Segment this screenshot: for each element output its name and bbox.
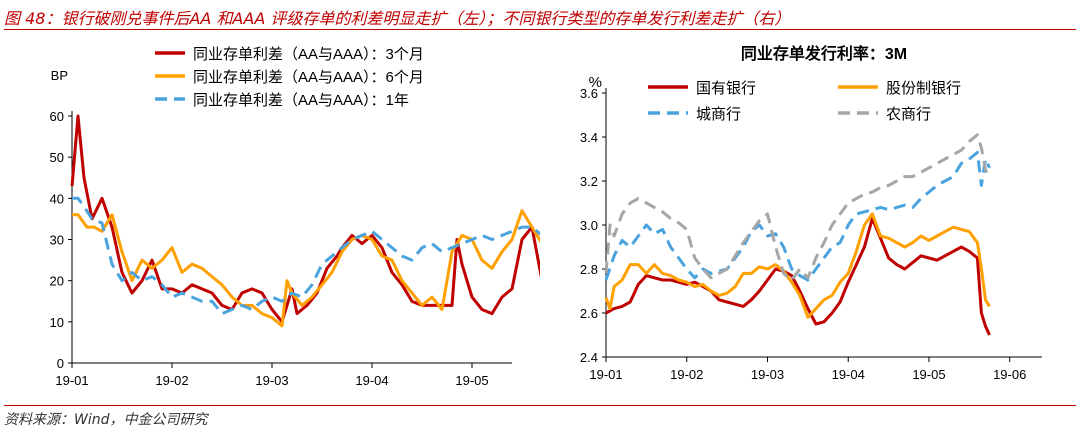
figure-title: 图 48：银行破刚兑事件后AA 和AAA 评级存单的利差明显走扩（左）；不同银行… [4, 9, 791, 28]
y-tick-label: 40 [50, 191, 64, 206]
legend-label: 同业存单利差（AA与AAA）：3个月 [193, 46, 424, 63]
x-tick-label: 19-02 [155, 373, 188, 388]
legend-label: 股份制银行 [886, 80, 961, 97]
x-tick-label: 19-02 [670, 367, 703, 382]
y-tick-label: 2.6 [580, 306, 598, 321]
series-line-3 [72, 196, 540, 316]
y-tick-label: 20 [50, 274, 64, 289]
x-tick-label: 19-01 [589, 367, 622, 382]
x-tick-label: 19-01 [55, 373, 88, 388]
right-chart: 同业存单发行利率：3M% 2.4 2.6 2.8 3.0 3.2 3.4 3.6 19-01 19… [580, 44, 1042, 382]
y-tick-label: 30 [50, 233, 64, 248]
x-tick-label: 19-04 [355, 373, 388, 388]
series-line-2 [72, 209, 540, 328]
y-tick-label: 3.0 [580, 218, 598, 233]
y-axis-unit-label: BP [51, 68, 68, 83]
legend-label: 城商行 [696, 106, 741, 123]
y-tick-label: 3.6 [580, 86, 598, 101]
source-note: 资料来源：Wind，中金公司研究 [4, 412, 208, 428]
x-tick-label: 19-03 [255, 373, 288, 388]
header-rule [4, 29, 1076, 30]
y-tick-label: 0 [57, 356, 64, 371]
y-tick-label: 50 [50, 150, 64, 165]
y-tick-label: 60 [50, 109, 64, 124]
y-tick-label: 2.4 [580, 350, 598, 365]
series-line-2 [604, 212, 991, 319]
y-axis-unit-label: % [589, 74, 602, 91]
legend-label: 同业存单利差（AA与AAA）：1年 [193, 92, 409, 109]
y-tick-label: 10 [50, 315, 64, 330]
series-line-3 [604, 150, 991, 282]
series-line-1 [605, 216, 991, 336]
y-tick-label: 3.2 [580, 174, 598, 189]
left-chart: BP 0 10 20 30 40 50 60 19-01 19-02 19-03 19-04 19-05… [50, 46, 540, 388]
legend-label: 国有银行 [696, 80, 756, 97]
footer-rule [4, 405, 1076, 406]
figure-header: 图 48：银行破刚兑事件后AA 和AAA 评级存单的利差明显走扩（左）；不同银行… [4, 0, 1076, 30]
series-line-4 [604, 133, 991, 282]
x-tick-label: 19-05 [455, 373, 488, 388]
legend-label: 农商行 [886, 106, 931, 123]
x-tick-label: 19-04 [832, 367, 865, 382]
y-tick-label: 2.8 [580, 262, 598, 277]
chart-title: 同业存单发行利率：3M [741, 44, 907, 63]
x-tick-label: 19-05 [912, 367, 945, 382]
x-tick-label: 19-06 [993, 367, 1026, 382]
y-tick-label: 3.4 [580, 130, 598, 145]
legend-label: 同业存单利差（AA与AAA）：6个月 [193, 69, 424, 86]
x-tick-label: 19-03 [751, 367, 784, 382]
